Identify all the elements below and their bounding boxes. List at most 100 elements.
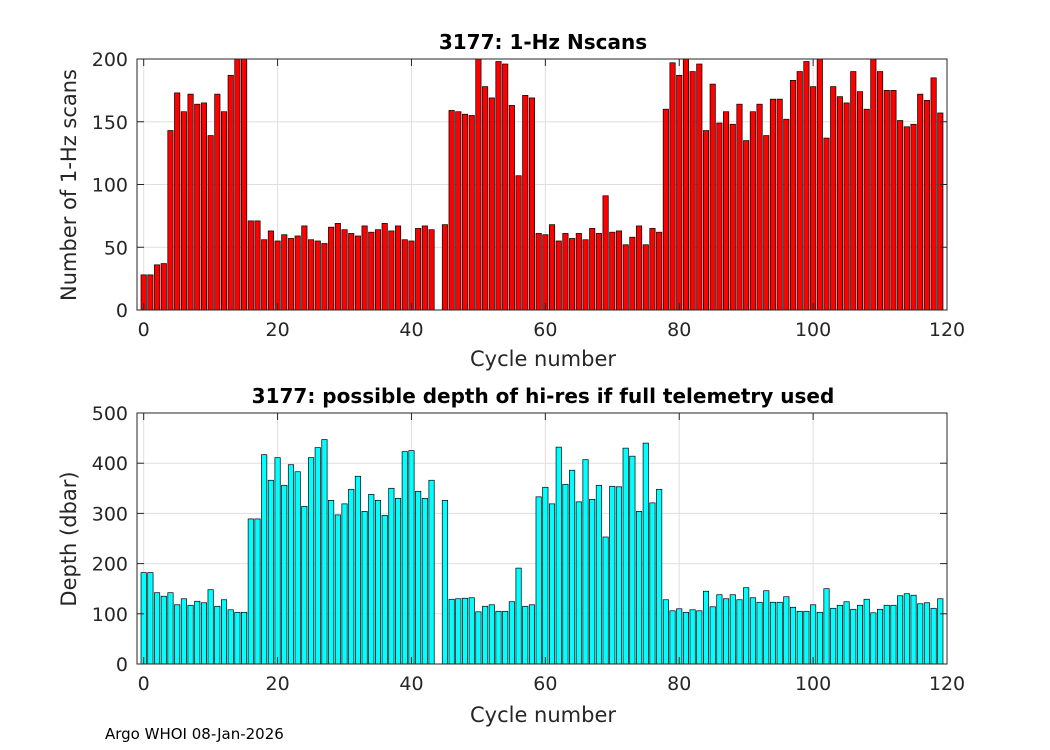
depth-bar — [622, 447, 629, 665]
depth-bar — [461, 597, 469, 665]
nscans-x-tick-label: 120 — [929, 319, 965, 341]
depth-y-tick-label: 500 — [92, 403, 128, 425]
depth-bar — [274, 457, 281, 665]
nscans-bar — [267, 230, 274, 311]
depth-bar — [502, 610, 509, 665]
nscans-bar — [575, 233, 582, 311]
depth-bar — [314, 447, 321, 665]
nscans-bar — [301, 225, 308, 311]
depth-bar — [649, 502, 656, 665]
nscans-bar — [790, 79, 797, 311]
nscans-y-tick-label: 200 — [92, 49, 128, 71]
nscans-bar — [696, 63, 703, 311]
depth-bar — [883, 604, 890, 665]
nscans-bar — [716, 122, 723, 311]
nscans-bar — [294, 235, 301, 311]
depth-bar — [662, 599, 669, 665]
depth-x-tick-label: 120 — [929, 673, 965, 695]
nscans-bar — [147, 274, 154, 311]
nscans-bar — [488, 97, 495, 311]
depth-bar — [602, 536, 609, 665]
nscans-bar — [897, 120, 904, 311]
depth-bar — [890, 604, 897, 665]
depth-bar — [629, 455, 636, 665]
nscans-x-tick-label: 0 — [138, 319, 150, 341]
depth-bar — [816, 611, 823, 665]
depth-bar — [716, 594, 723, 665]
depth-bar — [441, 499, 448, 665]
depth-bar — [549, 503, 556, 665]
depth-bar — [796, 610, 803, 665]
nscans-bar — [194, 103, 201, 311]
nscans-bar — [542, 234, 549, 311]
depth-bar — [234, 611, 241, 665]
nscans-bar — [348, 233, 355, 311]
nscans-bar — [870, 58, 877, 311]
nscans-bar — [850, 71, 857, 311]
depth-bar — [863, 598, 870, 665]
depth-bar — [522, 605, 529, 665]
nscans-bars — [140, 58, 944, 311]
depth-bar — [696, 610, 703, 665]
depth-bars — [140, 439, 944, 665]
nscans-bar — [917, 93, 924, 311]
nscans-bar — [736, 103, 743, 311]
depth-bar — [930, 607, 937, 665]
nscans-bar — [649, 228, 656, 311]
nscans-bar — [388, 230, 395, 311]
depth-bar — [308, 457, 315, 665]
nscans-bar — [709, 83, 716, 311]
depth-y-tick-label: 100 — [92, 604, 128, 626]
depth-x-tick-label: 80 — [667, 673, 691, 695]
nscans-bar — [756, 103, 763, 311]
nscans-bar — [515, 175, 522, 311]
depth-bar — [636, 511, 643, 665]
depth-bar — [595, 484, 602, 665]
nscans-bar — [395, 225, 402, 311]
depth-bar — [723, 598, 730, 665]
nscans-bar — [890, 90, 897, 311]
nscans-bar — [421, 225, 428, 311]
nscans-bar — [495, 61, 502, 311]
depth-bar — [776, 601, 783, 665]
nscans-bar — [308, 239, 315, 311]
depth-bar — [207, 589, 214, 665]
nscans-bar — [549, 224, 556, 311]
nscans-bar — [636, 225, 643, 311]
depth-bar — [388, 487, 395, 665]
nscans-bar — [328, 226, 335, 311]
depth-bar — [897, 595, 904, 665]
nscans-bar — [502, 63, 509, 311]
depth-bar — [395, 497, 402, 665]
nscans-x-tick-label: 100 — [795, 319, 831, 341]
depth-bar — [763, 590, 770, 665]
nscans-bar — [937, 112, 944, 311]
nscans-bar — [910, 123, 917, 311]
depth-x-axis-label: Cycle number — [470, 703, 616, 727]
depth-bar — [294, 471, 301, 665]
nscans-bar — [682, 58, 689, 311]
nscans-bar — [341, 229, 348, 311]
depth-bar — [354, 475, 361, 665]
depth-bar — [836, 604, 843, 665]
nscans-bar — [595, 233, 602, 311]
nscans-bar — [214, 93, 221, 311]
depth-y-tick-label: 200 — [92, 554, 128, 576]
nscans-bar — [174, 92, 181, 311]
nscans-bar — [167, 130, 174, 311]
depth-bar — [856, 604, 864, 665]
depth-bar — [482, 605, 489, 665]
depth-bar — [823, 588, 830, 665]
depth-bar — [220, 599, 228, 665]
depth-bar — [810, 604, 817, 665]
nscans-bar — [803, 61, 810, 311]
nscans-x-tick-label: 80 — [667, 319, 691, 341]
nscans-bar — [836, 96, 843, 311]
depth-bar — [937, 598, 944, 665]
depth-bar — [783, 596, 790, 665]
nscans-bar — [314, 240, 321, 311]
depth-bar — [281, 484, 288, 665]
depth-bar — [227, 609, 234, 665]
nscans-bar — [843, 102, 850, 311]
